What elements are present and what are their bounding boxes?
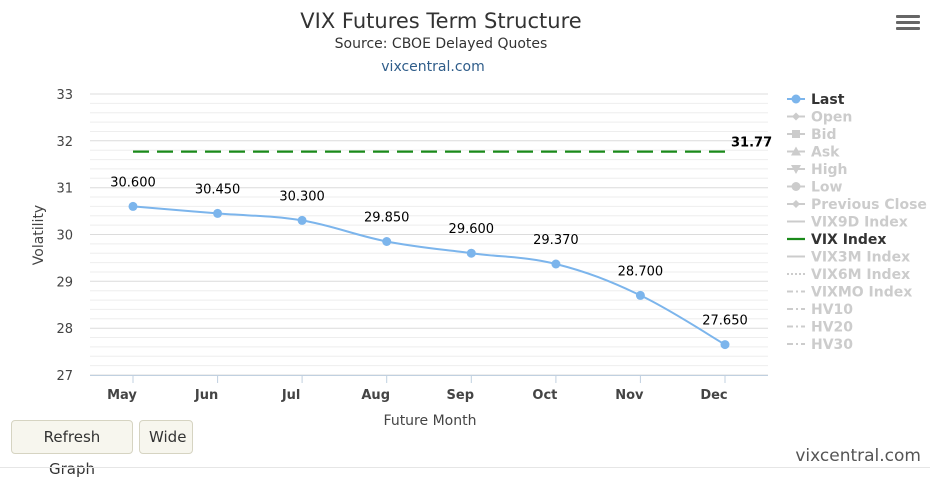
vix-index-value-label: 31.77 [731, 136, 772, 151]
legend-item[interactable]: Low [787, 180, 843, 196]
legend-item[interactable]: Open [787, 110, 852, 126]
chart-axes: 27 28 29 30 31 32 33 May Jun Jul Aug Sep Oct Nov Dec [56, 88, 768, 403]
legend-item-label: VIX9D Index [811, 215, 908, 231]
last-series-point[interactable] [128, 201, 138, 211]
legend-item[interactable]: HV20 [787, 320, 853, 336]
legend-item-label: HV10 [811, 302, 853, 318]
legend-circle-icon [791, 94, 801, 104]
legend-item[interactable]: VIX Index [787, 232, 886, 248]
legend-item-label: Low [811, 180, 843, 196]
y-tick-label: 28 [56, 322, 73, 337]
y-tick-label: 30 [56, 229, 73, 244]
chart-data-labels: 31.77 30.600 30.450 30.300 29.850 29.600 29.37… [110, 136, 772, 329]
last-series-data-label: 28.700 [618, 264, 664, 279]
legend-item-label: VIX3M Index [811, 250, 910, 266]
footer-brand: vixcentral.com [795, 446, 921, 466]
legend-item-label: Previous Close [811, 197, 927, 213]
legend-triangle-icon [791, 146, 801, 156]
x-tick-label: Jul [281, 388, 301, 403]
x-tick-label: Sep [447, 388, 475, 403]
legend-item[interactable]: Last [787, 92, 845, 108]
legend-item[interactable]: VIX6M Index [787, 267, 910, 283]
chart-series [128, 150, 730, 350]
x-tick-label: Jun [194, 388, 218, 403]
chart-subtitle: Source: CBOE Delayed Quotes [335, 36, 548, 52]
last-series-data-label: 29.600 [449, 222, 495, 237]
legend-item[interactable]: Previous Close [787, 197, 927, 213]
legend-item-label: Last [811, 92, 845, 108]
chart-source-link[interactable]: vixcentral.com [381, 59, 484, 75]
last-series-point[interactable] [551, 259, 561, 269]
legend-square-icon [792, 130, 800, 138]
y-tick-label: 31 [56, 182, 73, 197]
legend-item-label: VIX6M Index [811, 267, 910, 283]
last-series-point[interactable] [382, 237, 392, 246]
x-tick-label: Dec [700, 388, 727, 403]
legend-item-label: High [811, 162, 848, 178]
x-tick-label: Oct [532, 388, 557, 403]
y-tick-label: 33 [56, 88, 73, 103]
legend-item-label: Bid [811, 127, 837, 143]
chart-menu-icon[interactable] [896, 15, 920, 37]
chart-gridlines [90, 93, 768, 376]
legend-item[interactable]: VIXMO Index [787, 285, 912, 301]
legend-item-label: Ask [811, 145, 840, 161]
last-series-point[interactable] [466, 248, 476, 258]
x-tick-label: May [107, 388, 137, 403]
last-series-data-label: 30.300 [279, 189, 325, 204]
menu-bar [896, 15, 920, 18]
legend-item[interactable]: Ask [787, 145, 840, 161]
x-tick-label: Aug [361, 388, 390, 403]
legend-circle-icon [791, 182, 801, 191]
legend-diamond-icon [792, 112, 800, 121]
x-tick-label: Nov [615, 388, 644, 403]
vix-term-structure-chart: VIX Futures Term Structure Source: CBOE … [31, 9, 927, 429]
y-tick-label: 29 [56, 275, 73, 290]
wide-button[interactable]: Wide [139, 420, 193, 454]
y-axis-title: Volatility [31, 205, 47, 265]
legend-item[interactable]: VIX3M Index [787, 250, 910, 266]
legend-item-label: VIXMO Index [811, 285, 912, 301]
x-axis-title: Future Month [384, 413, 477, 429]
last-series-data-label: 29.850 [364, 211, 410, 226]
y-tick-label: 27 [56, 369, 73, 384]
last-series-data-label: 27.650 [702, 314, 748, 329]
last-series-point[interactable] [213, 208, 223, 218]
footer-divider [0, 467, 930, 468]
chart-title: VIX Futures Term Structure [300, 9, 581, 33]
legend-item[interactable]: VIX9D Index [787, 215, 908, 231]
legend-item-label: Open [811, 110, 852, 126]
last-series-data-label: 29.370 [533, 233, 579, 248]
legend-item[interactable]: HV10 [787, 302, 853, 318]
legend-item[interactable]: Bid [787, 127, 837, 143]
legend-item[interactable]: HV30 [787, 337, 853, 353]
last-series-data-label: 30.600 [110, 175, 156, 190]
legend-triangle-down-icon [791, 165, 801, 174]
legend-item-label: HV30 [811, 337, 853, 353]
legend-item[interactable]: High [787, 162, 848, 178]
last-series-point[interactable] [635, 290, 645, 300]
legend-item-label: VIX Index [811, 232, 886, 248]
legend-item-label: HV20 [811, 320, 853, 336]
menu-bar [896, 21, 920, 24]
legend-diamond-icon [792, 200, 800, 208]
last-series-point[interactable] [297, 215, 307, 225]
last-series-line [132, 205, 726, 346]
refresh-graph-button[interactable]: Refresh Graph [11, 420, 133, 478]
menu-bar [896, 27, 920, 30]
y-tick-label: 32 [56, 135, 73, 150]
last-series-data-label: 30.450 [195, 182, 241, 197]
last-series-point[interactable] [720, 340, 730, 350]
